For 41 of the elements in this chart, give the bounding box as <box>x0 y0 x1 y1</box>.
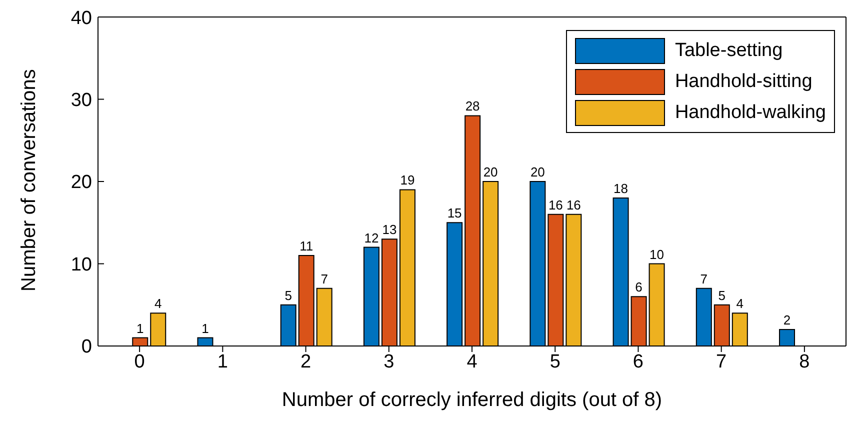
x-tick-label: 0 <box>134 351 145 372</box>
data-label: 16 <box>566 197 581 212</box>
y-tick-label: 40 <box>70 8 92 29</box>
data-label: 20 <box>483 164 498 180</box>
data-label: 4 <box>736 296 744 312</box>
data-label: 11 <box>300 238 314 254</box>
data-label: 16 <box>548 197 563 212</box>
data-label: 18 <box>614 180 628 196</box>
data-label: 1 <box>202 320 209 336</box>
x-tick-label: 6 <box>632 351 644 372</box>
data-label: 6 <box>635 280 642 295</box>
x-tick-label: 5 <box>550 351 560 372</box>
x-tick-label: 3 <box>384 351 394 372</box>
y-tick-label: 0 <box>81 336 92 358</box>
data-label: 7 <box>320 271 328 286</box>
data-label: 7 <box>700 271 708 286</box>
x-axis-title: Number of correcly inferred digits (out of 8) <box>282 389 662 411</box>
x-tick-label: 4 <box>466 351 478 372</box>
y-tick-label: 30 <box>70 90 92 111</box>
x-tick-label: 8 <box>799 351 810 372</box>
data-label: 13 <box>382 222 397 238</box>
data-label: 15 <box>447 206 462 221</box>
data-label: 4 <box>154 296 162 312</box>
x-tick-label: 1 <box>217 351 228 372</box>
y-tick-label: 10 <box>70 254 92 276</box>
data-label: 1 <box>136 320 144 336</box>
legend-label: Handhold-sitting <box>674 70 812 92</box>
data-label: 28 <box>465 98 480 114</box>
y-axis-title: Number of conversations <box>18 69 40 292</box>
y-tick-label: 20 <box>70 172 92 194</box>
x-tick-label: 2 <box>300 351 312 372</box>
data-label: 5 <box>284 288 292 303</box>
data-label: 19 <box>400 172 415 188</box>
data-label: 12 <box>364 230 379 246</box>
data-label: 2 <box>783 312 791 328</box>
data-label: 20 <box>530 164 545 180</box>
data-label: 5 <box>718 288 726 303</box>
x-tick-label: 7 <box>716 351 727 372</box>
legend-label: Handhold-walking <box>674 102 826 124</box>
legend-label: Table-setting <box>674 40 783 62</box>
data-label: 10 <box>650 246 664 262</box>
